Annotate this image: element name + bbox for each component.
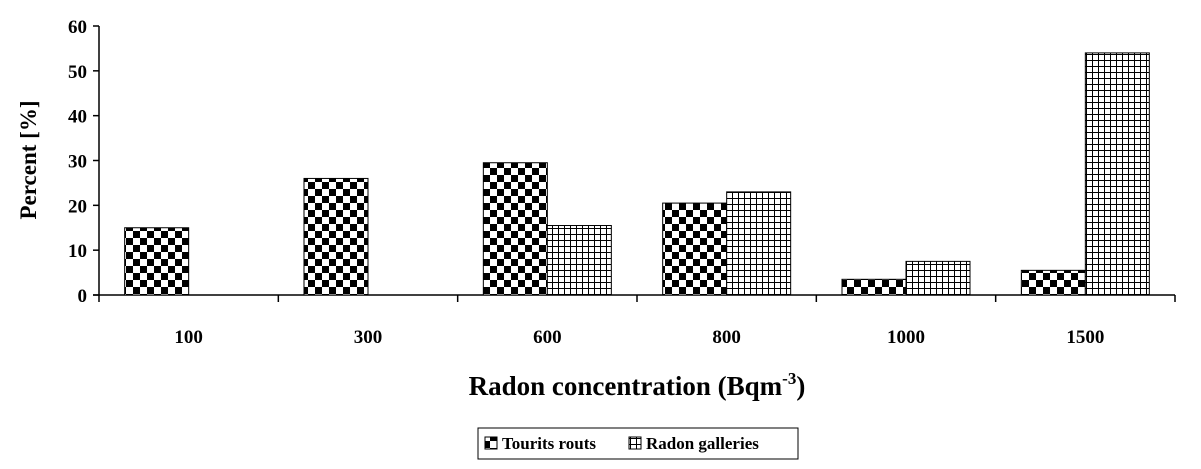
legend-swatch-tourits-routs: [484, 436, 498, 450]
bar-tourits-routs-100: [124, 227, 190, 296]
bar-tourits-routs-300: [303, 177, 369, 296]
x-category-label: 100: [174, 327, 203, 348]
y-axis-title: Percent [%]: [16, 101, 41, 220]
x-axis-title: Radon concentration (Bqm-3): [469, 369, 806, 401]
bar-tourits-routs-1500: [1020, 269, 1086, 296]
y-tick-label: 20: [68, 196, 87, 217]
y-tick-label: 30: [68, 152, 87, 173]
bar-tourits-routs-1000: [841, 278, 907, 296]
x-category-label: 800: [712, 327, 741, 348]
x-axis-title-superscript: -3: [782, 369, 796, 388]
bars: [124, 52, 1150, 296]
x-axis: 100 300 600 800 1000 1500: [93, 294, 1176, 348]
bar-radon-galleries-600: [546, 225, 612, 296]
legend-label-radon-galleries: Radon galleries: [646, 434, 759, 453]
y-tick-label: 10: [68, 241, 87, 262]
x-axis-title-close: ): [796, 371, 805, 401]
bar-tourits-routs-600: [482, 162, 548, 296]
bar-tourits-routs-800: [662, 202, 728, 296]
bar-radon-galleries-1500: [1084, 52, 1150, 296]
y-tick-label: 0: [78, 286, 88, 307]
y-tick-label: 40: [68, 107, 87, 128]
y-tick-label: 60: [68, 17, 87, 38]
y-axis: 0 10 20 30 40 50 60: [68, 17, 100, 307]
x-category-label: 600: [533, 327, 562, 348]
legend-swatch-radon-galleries: [628, 436, 642, 450]
bar-radon-galleries-800: [726, 191, 792, 296]
x-category-label: 1000: [887, 327, 925, 348]
legend-label-tourits-routs: Tourits routs: [502, 434, 596, 453]
legend: Tourits routs Radon galleries: [477, 427, 799, 460]
y-tick-label: 50: [68, 62, 87, 83]
bar-radon-galleries-1000: [905, 260, 971, 296]
x-category-label: 300: [354, 327, 383, 348]
x-axis-title-main: Radon concentration (Bqm: [469, 371, 783, 401]
x-category-label: 1500: [1066, 327, 1104, 348]
